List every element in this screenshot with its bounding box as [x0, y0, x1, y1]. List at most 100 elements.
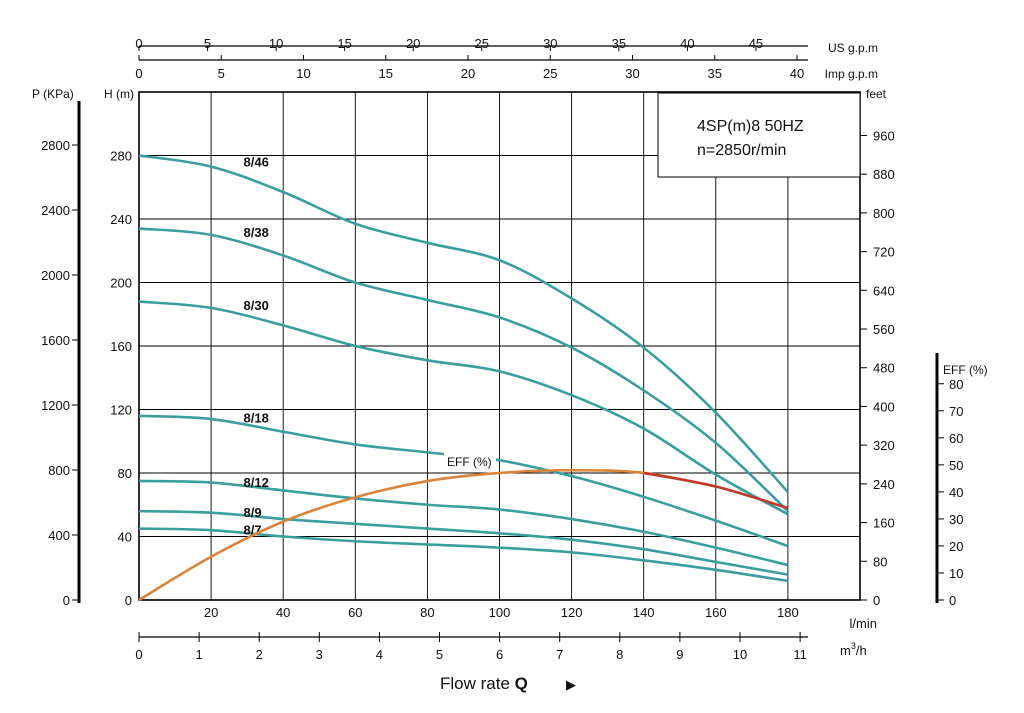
imp-gpm-unit-label: Imp g.p.m — [825, 67, 878, 81]
eff-tick-label: 10 — [949, 566, 963, 581]
m3h-unit-sup: 3 — [851, 641, 856, 651]
flow-rate-label: Flow rate Q — [440, 674, 528, 693]
pressure-tick-label: 1200 — [41, 398, 70, 413]
eff-tick-label: 50 — [949, 458, 963, 473]
eff-tick-label: 20 — [949, 539, 963, 554]
m3h-unit-label: m3/h — [840, 641, 867, 658]
head-curve-8-38 — [138, 227, 789, 513]
us-gpm-tick-label: 30 — [543, 36, 557, 51]
efficiency-curve-tail — [643, 471, 789, 510]
feet-tick-label: 240 — [873, 477, 895, 492]
m3h-unit-tail: /h — [856, 643, 867, 658]
eff-tick-label: 30 — [949, 512, 963, 527]
lmin-tick-label: 80 — [420, 605, 434, 620]
imp-gpm-tick-label: 5 — [218, 66, 225, 81]
imp-gpm-tick-label: 25 — [543, 66, 557, 81]
lmin-tick-label: 120 — [561, 605, 583, 620]
curve-label: 8/38 — [244, 225, 269, 240]
lmin-tick-label: 180 — [777, 605, 799, 620]
feet-tick-label: 400 — [873, 399, 895, 414]
feet-tick-label: 480 — [873, 361, 895, 376]
head-tick-label: 80 — [118, 466, 132, 481]
us-gpm-unit-label: US g.p.m — [828, 41, 878, 55]
title-box-frame — [657, 92, 861, 178]
imp-gpm-tick-label: 30 — [625, 66, 639, 81]
imp-gpm-tick-label: 10 — [296, 66, 310, 81]
lmin-tick-label: 60 — [348, 605, 362, 620]
feet-tick-label: 80 — [873, 554, 887, 569]
flow-arrow-icon: ▶ — [566, 677, 576, 692]
curve-label: 8/12 — [244, 475, 269, 490]
imp-gpm-tick-label: 35 — [708, 66, 722, 81]
m3h-tick-label: 3 — [316, 647, 323, 662]
eff-tick-label: 80 — [949, 377, 963, 392]
feet-tick-label: 0 — [873, 593, 880, 608]
imp-gpm-tick-label: 40 — [790, 66, 804, 81]
m3h-tick-label: 8 — [616, 647, 623, 662]
m3h-tick-label: 4 — [376, 647, 383, 662]
imp-gpm-tick-label: 20 — [461, 66, 475, 81]
lmin-tick-label: 100 — [489, 605, 511, 620]
eff-tick-label: 60 — [949, 431, 963, 446]
chart-title-box: 4SP(m)8 50HZ n=2850r/min — [657, 92, 861, 178]
imp-gpm-tick-label: 0 — [135, 66, 142, 81]
head-tick-label: 120 — [110, 403, 132, 418]
flow-rate-label-q: Q — [515, 674, 528, 693]
chart-title-speed: n=2850r/min — [697, 142, 786, 159]
feet-tick-label: 320 — [873, 438, 895, 453]
flow-rate-label-prefix: Flow rate — [440, 674, 515, 693]
lmin-tick-label: 160 — [705, 605, 727, 620]
eff-tick-label: 70 — [949, 404, 963, 419]
lmin-unit-label: l/min — [850, 616, 877, 631]
lmin-tick-label: 20 — [204, 605, 218, 620]
head-curve-8-46 — [138, 154, 789, 493]
curve-label: 8/9 — [244, 505, 262, 520]
head-tick-label: 280 — [110, 149, 132, 164]
pressure-tick-label: 800 — [48, 463, 70, 478]
head-tick-label: 40 — [118, 530, 132, 545]
imp-gpm-tick-label: 15 — [379, 66, 393, 81]
efficiency-curve — [138, 468, 717, 602]
eff-unit-label: EFF (%) — [943, 363, 988, 377]
m3h-unit-base: m — [840, 643, 851, 658]
head-curve-8-12 — [138, 479, 789, 567]
pressure-tick-label: 2000 — [41, 268, 70, 283]
head-curve-8-7 — [138, 527, 789, 583]
m3h-tick-label: 9 — [676, 647, 683, 662]
head-curve-8-30 — [138, 300, 789, 516]
eff-tick-label: 40 — [949, 485, 963, 500]
us-gpm-tick-label: 35 — [612, 36, 626, 51]
pressure-tick-label: 400 — [48, 528, 70, 543]
chart-title-model: 4SP(m)8 50HZ — [697, 118, 804, 135]
m3h-tick-label: 2 — [256, 647, 263, 662]
curve-label: 8/46 — [244, 155, 269, 170]
head-unit-label: H (m) — [104, 87, 134, 101]
plot-grid — [138, 91, 861, 601]
m3h-tick-label: 1 — [195, 647, 202, 662]
m3h-tick-label: 7 — [556, 647, 563, 662]
m3h-tick-label: 11 — [793, 647, 807, 662]
chart-axes: 0 5 10 15 20 25 30 35 40 45 US g.p.m0 5 10 15 20 25 30 35… — [32, 36, 988, 662]
pressure-tick-label: 2400 — [41, 203, 70, 218]
feet-unit-label: feet — [866, 87, 887, 101]
curve-label: 8/30 — [244, 298, 269, 313]
pressure-tick-label: 0 — [63, 593, 70, 608]
us-gpm-tick-label: 45 — [749, 36, 763, 51]
feet-tick-label: 800 — [873, 206, 895, 221]
m3h-tick-label: 10 — [733, 647, 747, 662]
us-gpm-tick-label: 0 — [135, 36, 142, 51]
curve-label: 8/18 — [244, 411, 269, 426]
efficiency-label-bg — [444, 452, 496, 469]
feet-tick-label: 640 — [873, 283, 895, 298]
lmin-tick-label: 140 — [633, 605, 655, 620]
m3h-tick-label: 5 — [436, 647, 443, 662]
us-gpm-tick-label: 15 — [337, 36, 351, 51]
pressure-tick-label: 1600 — [41, 333, 70, 348]
feet-tick-label: 880 — [873, 167, 895, 182]
feet-tick-label: 160 — [873, 516, 895, 531]
head-curve-8-9 — [138, 509, 789, 576]
feet-tick-label: 720 — [873, 245, 895, 260]
head-tick-label: 0 — [125, 593, 132, 608]
